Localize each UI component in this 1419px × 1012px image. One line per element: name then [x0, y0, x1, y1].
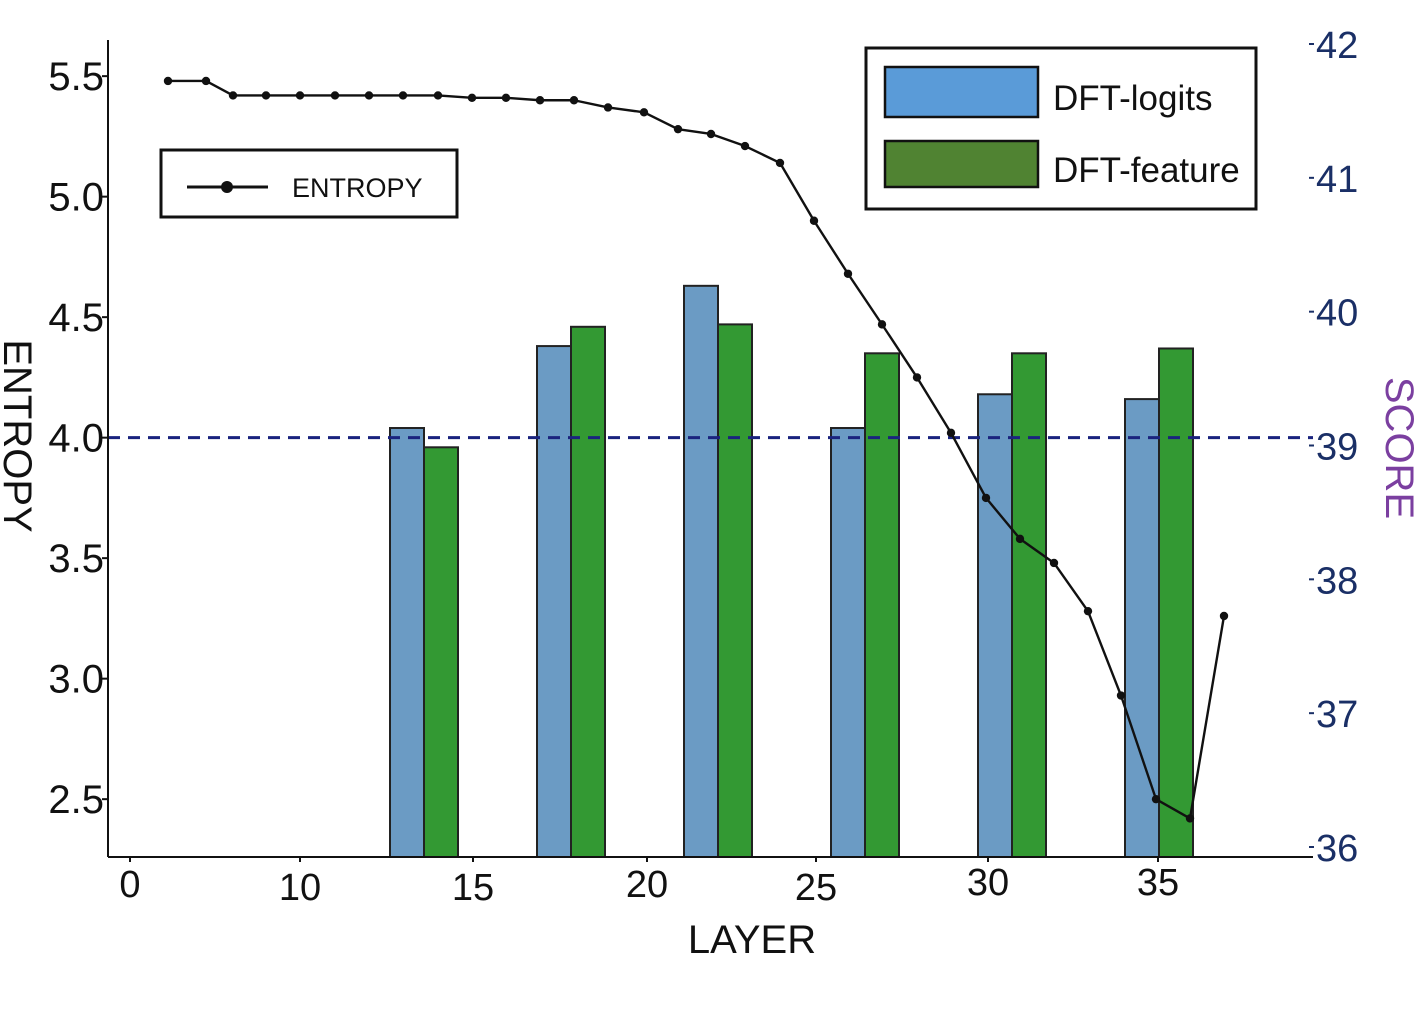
- entropy-point-28: [1083, 606, 1093, 616]
- bar-dft-logits-30: [977, 393, 1013, 858]
- entropy-point-12: [535, 96, 545, 105]
- bar-dft-logits-35: [1124, 398, 1160, 858]
- y-right-tick-label: 37: [1316, 694, 1358, 736]
- y-left-axis-label: ENTROPY: [0, 339, 39, 532]
- entropy-legend-box: [159, 148, 459, 219]
- entropy-point-17: [706, 129, 716, 139]
- dft-logits-legend-label: DFT-logits: [1053, 79, 1212, 118]
- x-tick-label: 25: [795, 867, 837, 909]
- legends-group: ENTROPY DFT-logits DFT-feature: [159, 46, 1258, 219]
- dft-feature-legend-label: DFT-feature: [1053, 151, 1240, 190]
- entropy-point-30: [1151, 794, 1161, 804]
- y-left-tick-label: 3.0: [48, 658, 104, 702]
- x-tick-label: 10: [279, 867, 321, 909]
- y-right-tick-label: 40: [1316, 293, 1358, 335]
- entropy-point-9: [433, 91, 443, 100]
- bar-dft-feature-30: [1011, 352, 1047, 858]
- x-tick-label: 15: [452, 867, 494, 909]
- bar-dft-feature-35: [1158, 347, 1194, 858]
- entropy-point-23: [912, 373, 922, 382]
- entropy-point-14: [603, 103, 613, 112]
- entropy-line: [168, 79, 1226, 820]
- x-axis-label: LAYER: [688, 918, 816, 962]
- entropy-point-32: [1219, 611, 1229, 621]
- entropy-legend-marker: [221, 181, 233, 193]
- x-tick-label: 30: [967, 862, 1009, 904]
- bar-dft-feature-20: [717, 323, 753, 858]
- entropy-point-11: [501, 93, 511, 103]
- entropy-point-19: [775, 158, 785, 168]
- entropy-point-2: [201, 76, 211, 86]
- dft-feature-swatch: [883, 139, 1040, 189]
- entropy-point-22: [877, 320, 887, 329]
- y-right-tick-label: 39: [1316, 427, 1358, 469]
- entropy-point-16: [673, 124, 683, 134]
- x-tick-label: 35: [1137, 862, 1179, 904]
- bar-dft-feature-15: [570, 325, 606, 858]
- y-right-tick-label: 41: [1316, 159, 1358, 201]
- entropy-point-8: [398, 91, 408, 100]
- y-left-tick-label: 4.5: [48, 296, 104, 340]
- bar-dft-logits-15: [536, 345, 572, 858]
- bar-dft-logits-20: [683, 284, 719, 858]
- y-left-tick-label: 5.5: [48, 55, 104, 99]
- entropy-point-31: [1185, 814, 1195, 823]
- entropy-point-25: [981, 493, 991, 503]
- entropy-point-29: [1116, 691, 1126, 700]
- bar-dft-logits-25: [830, 427, 866, 858]
- x-tick-label: 0: [119, 864, 140, 906]
- entropy-point-26: [1015, 534, 1025, 544]
- entropy-point-10: [467, 93, 477, 103]
- entropy-line-group: [163, 76, 1229, 823]
- entropy-point-20: [809, 216, 819, 225]
- y-right-axis-label: SCORE: [1377, 377, 1419, 519]
- entropy-point-5: [295, 91, 305, 100]
- entropy-point-27: [1049, 558, 1059, 568]
- bar-series-group: [389, 284, 1194, 858]
- entropy-point-4: [261, 91, 271, 100]
- y-left-tick-label: 4.0: [48, 417, 104, 461]
- y-right-tick-label: 38: [1316, 560, 1358, 602]
- entropy-point-15: [639, 108, 649, 117]
- bar-dft-feature-10: [423, 446, 459, 858]
- bar-dft-logits-10: [389, 427, 425, 858]
- y-left-tick-label: 2.5: [48, 778, 104, 822]
- entropy-point-6: [330, 91, 340, 100]
- entropy-point-3: [228, 91, 238, 100]
- axis-labels-group: LAYER ENTROPY SCORE: [0, 339, 1419, 962]
- dft-logits-swatch: [883, 65, 1040, 119]
- axes-group: 5.5 5.0 4.5 4.0 3.5 3.0 2.5 0 10 15 20 25 30 35 42 41 40…: [48, 25, 1358, 909]
- entropy-point-18: [740, 141, 750, 151]
- y-right-tick-label: 36: [1316, 828, 1358, 870]
- y-left-tick-label: 5.0: [48, 176, 104, 220]
- entropy-point-21: [843, 269, 853, 278]
- entropy-point-1: [163, 76, 173, 86]
- y-right-tick-label: 42: [1316, 25, 1358, 67]
- entropy-point-13: [569, 96, 579, 105]
- x-tick-label: 20: [626, 864, 668, 906]
- bar-dft-feature-25: [864, 352, 900, 858]
- entropy-point-7: [364, 91, 374, 100]
- entropy-legend-label: ENTROPY: [292, 173, 423, 203]
- y-left-tick-label: 3.5: [48, 537, 104, 581]
- entropy-point-24: [946, 428, 956, 438]
